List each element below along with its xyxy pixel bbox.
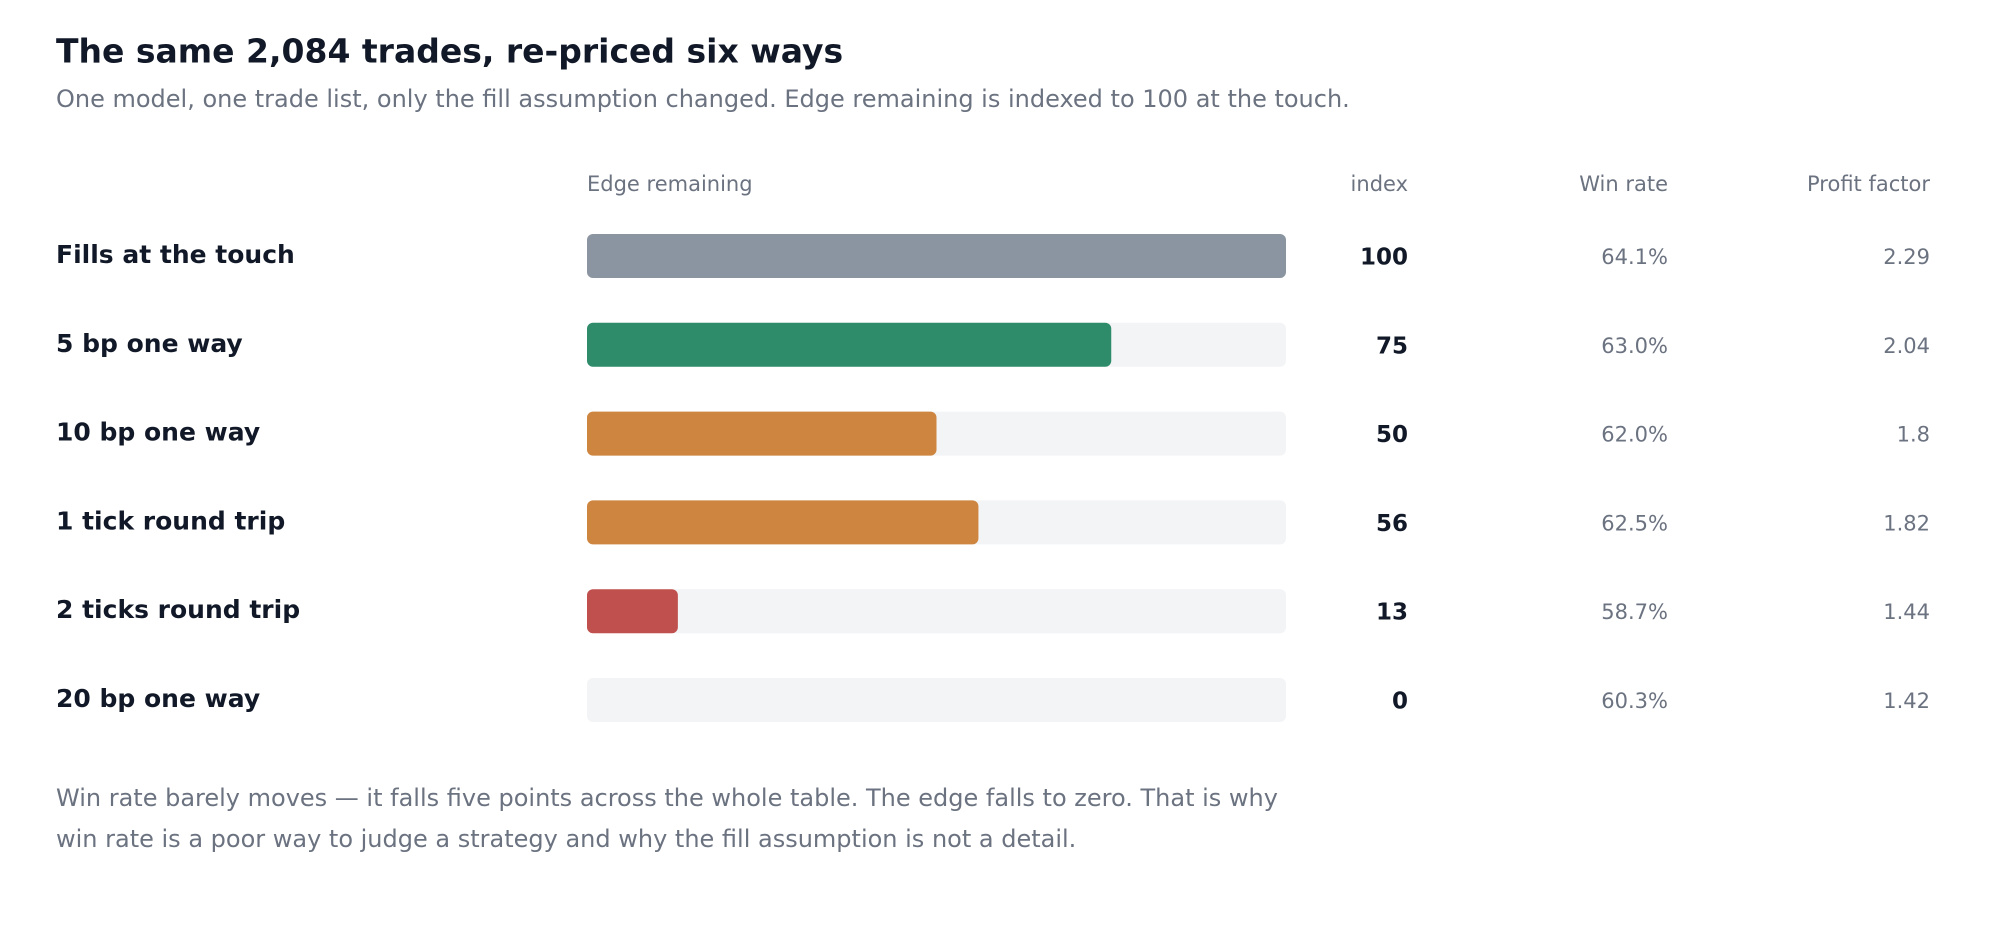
chart-subtitle: One model, one trade list, only the fill… <box>56 85 1350 113</box>
bar <box>587 411 937 456</box>
row-label: 1 tick round trip <box>56 506 285 535</box>
column-header: Edge remaining <box>587 172 753 196</box>
bar-track <box>587 678 1286 722</box>
cell-value: 63.0% <box>1601 334 1668 358</box>
row-label: Fills at the touch <box>56 240 295 269</box>
cell-value: 62.5% <box>1601 511 1668 535</box>
cell-value: 58.7% <box>1601 600 1668 624</box>
index-value: 75 <box>1376 333 1408 359</box>
bar <box>587 500 979 545</box>
cell-value: 62.0% <box>1601 423 1668 447</box>
index-value: 13 <box>1376 600 1408 626</box>
cell-value: 2.04 <box>1883 334 1930 358</box>
row-label: 5 bp one way <box>56 329 243 358</box>
footnote: Win rate barely moves — it falls five po… <box>56 784 1278 853</box>
cell-value: 60.3% <box>1601 689 1668 713</box>
cell-value: 64.1% <box>1601 245 1668 269</box>
column-header: Win rate <box>1579 172 1668 196</box>
cell-value: 1.82 <box>1883 511 1930 535</box>
row-label: 10 bp one way <box>56 418 260 447</box>
index-value: 0 <box>1392 689 1408 715</box>
chart: The same 2,084 trades, re-priced six way… <box>56 32 1930 722</box>
cell-value: 1.42 <box>1883 689 1930 713</box>
row-label: 2 ticks round trip <box>56 595 300 624</box>
row-label: 20 bp one way <box>56 684 260 713</box>
bar <box>587 322 1112 367</box>
index-value: 50 <box>1376 422 1408 448</box>
index-value: 56 <box>1376 511 1408 537</box>
bar-track <box>587 589 1286 634</box>
cell-value: 1.44 <box>1883 600 1930 624</box>
bar <box>587 234 1286 278</box>
column-header: index <box>1351 172 1408 196</box>
bar <box>587 589 678 634</box>
column-header: Profit factor <box>1807 172 1930 196</box>
cell-value: 2.29 <box>1883 245 1930 269</box>
index-value: 100 <box>1360 245 1408 271</box>
chart-title: The same 2,084 trades, re-priced six way… <box>56 32 843 71</box>
cell-value: 1.8 <box>1897 423 1930 447</box>
